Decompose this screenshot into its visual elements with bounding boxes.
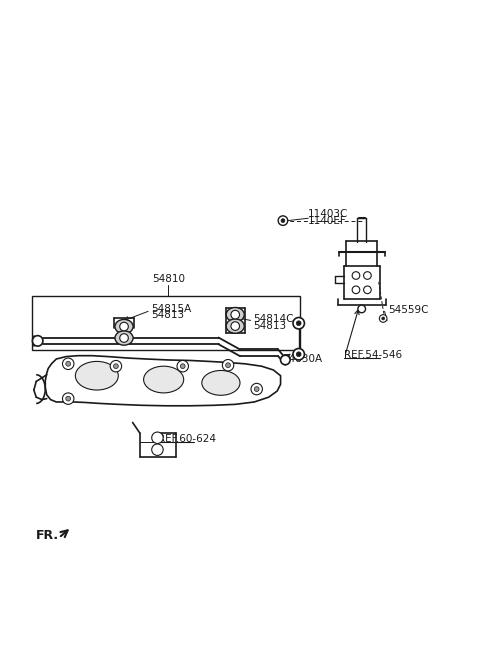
Circle shape [231, 310, 240, 319]
Text: 1140EF: 1140EF [308, 216, 347, 226]
Circle shape [66, 396, 71, 401]
Circle shape [33, 336, 43, 346]
Circle shape [114, 364, 118, 369]
Circle shape [251, 383, 263, 395]
Text: 54813: 54813 [151, 310, 184, 320]
Circle shape [120, 334, 128, 342]
Ellipse shape [75, 361, 118, 390]
Circle shape [226, 363, 230, 367]
Circle shape [358, 305, 365, 313]
Circle shape [352, 272, 360, 279]
Circle shape [296, 352, 301, 357]
Polygon shape [45, 356, 281, 406]
Circle shape [177, 360, 189, 372]
Circle shape [180, 364, 185, 369]
Circle shape [152, 432, 163, 443]
Ellipse shape [226, 319, 244, 333]
Ellipse shape [226, 308, 244, 322]
Circle shape [120, 322, 128, 331]
Text: FR.: FR. [36, 529, 59, 542]
Ellipse shape [144, 366, 184, 393]
Circle shape [364, 286, 371, 294]
Circle shape [278, 216, 288, 226]
Circle shape [222, 359, 234, 371]
Ellipse shape [115, 319, 133, 334]
Bar [33, 296, 300, 350]
Circle shape [66, 361, 71, 366]
Circle shape [62, 358, 74, 369]
Text: REF.54-546: REF.54-546 [344, 350, 402, 359]
Circle shape [296, 321, 301, 325]
Circle shape [231, 322, 240, 331]
Text: 54814C: 54814C [253, 314, 294, 325]
Ellipse shape [202, 371, 240, 396]
Text: 11403C: 11403C [308, 209, 348, 219]
Text: REF.60-624: REF.60-624 [158, 434, 216, 444]
Circle shape [281, 218, 285, 222]
Text: 54815A: 54815A [151, 304, 191, 314]
Circle shape [62, 393, 74, 404]
Circle shape [152, 444, 163, 455]
Text: 54830A: 54830A [282, 354, 322, 364]
Circle shape [293, 348, 304, 360]
Circle shape [293, 318, 304, 329]
Circle shape [352, 286, 360, 294]
Circle shape [382, 317, 384, 320]
Circle shape [254, 386, 259, 392]
Text: 54559C: 54559C [388, 305, 429, 315]
Text: 54810: 54810 [152, 274, 185, 284]
Ellipse shape [115, 331, 133, 345]
Circle shape [364, 272, 371, 279]
Circle shape [110, 360, 121, 372]
Text: 54813: 54813 [253, 321, 287, 331]
Circle shape [281, 355, 290, 365]
Circle shape [379, 315, 387, 322]
